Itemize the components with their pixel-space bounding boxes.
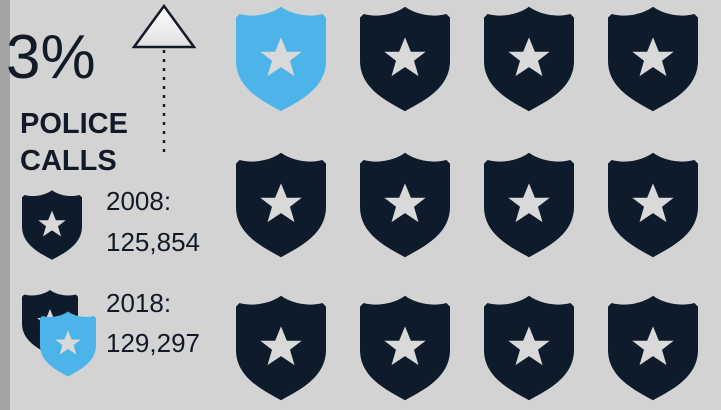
year: 2018: <box>106 288 171 318</box>
badge <box>360 152 450 258</box>
count: 129,297 <box>106 328 200 358</box>
badge <box>484 295 574 401</box>
badge <box>484 152 574 258</box>
badge <box>608 6 698 112</box>
badge <box>484 6 574 112</box>
badge <box>360 295 450 401</box>
badge <box>608 295 698 401</box>
side-strip <box>0 0 10 410</box>
small-badge <box>22 190 82 260</box>
badge <box>608 152 698 258</box>
label-line: CALLS <box>20 145 117 177</box>
label-line: POLICE <box>20 108 128 140</box>
percent: 3% <box>6 23 96 92</box>
badge <box>236 6 326 112</box>
badge <box>236 152 326 258</box>
count: 125,854 <box>106 227 200 257</box>
badge <box>236 295 326 401</box>
year: 2008: <box>106 186 171 216</box>
up-arrow <box>131 3 197 158</box>
badge-grid <box>236 6 698 401</box>
badge <box>360 6 450 112</box>
small-badge-highlight <box>40 311 96 377</box>
